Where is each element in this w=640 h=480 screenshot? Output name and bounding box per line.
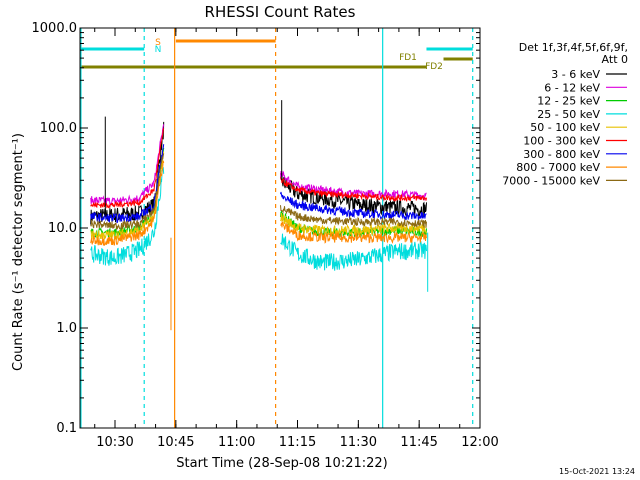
legend-header-attenuator: Att 0 <box>602 53 628 66</box>
x-tick-label: 12:00 <box>461 435 498 450</box>
y-axis-label: Count Rate (s⁻¹ detector segment⁻¹) <box>11 133 26 371</box>
flag-label-fd1: FD1 <box>399 53 417 63</box>
series-300-800keV <box>90 144 427 224</box>
series-800-7000keV <box>90 160 427 247</box>
x-tick-label: 11:15 <box>279 435 316 450</box>
legend-entry-label: 25 - 50 keV <box>537 108 600 121</box>
series-100-300keV <box>90 128 427 209</box>
flag-label-n: N <box>155 45 162 55</box>
x-tick-label: 10:45 <box>157 435 194 450</box>
y-tick-label: 10.0 <box>48 221 77 236</box>
plot-area: SN FD1 FD2 <box>80 28 474 428</box>
x-tick-label: 11:45 <box>400 435 437 450</box>
series-pre-segment <box>90 128 165 209</box>
series-7000-15000keV <box>90 153 427 230</box>
footer-timestamp: 15-Oct-2021 13:24 <box>559 467 635 476</box>
y-tick-label: 1000.0 <box>32 21 78 36</box>
series-post-segment <box>280 221 427 244</box>
flag-label-s: S <box>155 38 161 48</box>
series-pre-segment <box>90 124 165 206</box>
flag-label-fd2: FD2 <box>425 62 443 72</box>
series-post-segment <box>280 177 427 203</box>
series-pre-segment <box>90 153 165 230</box>
x-tick-label: 11:30 <box>340 435 377 450</box>
series-6-12keV <box>90 124 427 206</box>
series-pre-segment <box>90 167 165 266</box>
series-pre-segment <box>90 160 165 247</box>
legend-entry-label: 300 - 800 keV <box>523 148 600 161</box>
series-post-segment <box>280 233 427 271</box>
series-post-segment <box>280 191 427 221</box>
series-post-segment <box>280 205 427 228</box>
y-tick-label: 100.0 <box>40 121 77 136</box>
legend-entry-label: 12 - 25 keV <box>537 95 600 108</box>
legend-entry-label: 6 - 12 keV <box>544 81 600 94</box>
x-tick-label: 11:00 <box>218 435 255 450</box>
x-axis-label: Start Time (28-Sep-08 10:21:22) <box>176 456 387 471</box>
legend-entry-label: 50 - 100 keV <box>530 121 600 134</box>
chart-title: RHESSI Count Rates <box>205 3 356 21</box>
series-25-50keV <box>90 167 427 271</box>
legend-entry-label: 100 - 300 keV <box>523 135 600 148</box>
series-pre-segment <box>90 121 165 225</box>
legend-header-detectors: Det 1f,3f,4f,5f,6f,9f, <box>519 41 628 54</box>
legend-entry-label: 7000 - 15000 keV <box>502 174 600 187</box>
y-tick-label: 1.0 <box>56 321 77 336</box>
y-tick-label: 0.1 <box>56 421 77 436</box>
x-tick-label: 10:30 <box>96 435 133 450</box>
legend-entry-label: 800 - 7000 keV <box>516 161 600 174</box>
legend-entry-label: 3 - 6 keV <box>551 68 600 81</box>
axes: 0.1 1.0 10.0 100.0 1000.0 10:30 10:45 11:00 11:1… <box>32 21 499 450</box>
